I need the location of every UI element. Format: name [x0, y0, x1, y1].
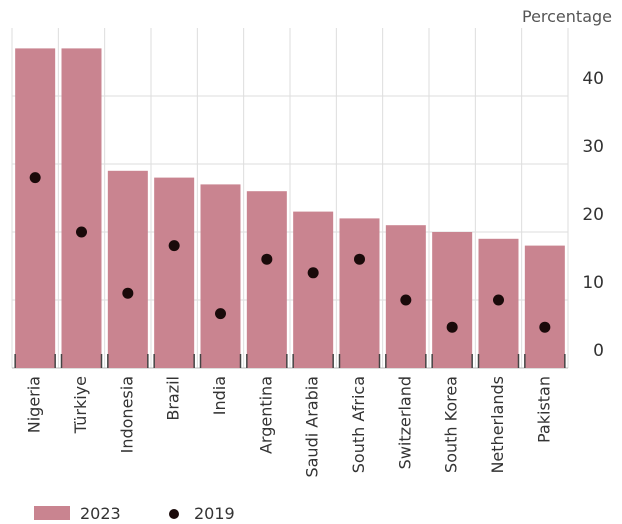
dot — [261, 253, 273, 265]
dot — [446, 321, 458, 333]
legend-label: 2019 — [194, 504, 235, 523]
legend-dot — [169, 509, 179, 519]
y-tick-label: 10 — [582, 273, 604, 293]
bar — [432, 232, 473, 368]
bar — [154, 177, 195, 368]
y-tick-label: 30 — [582, 137, 604, 157]
x-tick-label: Pakistan — [534, 376, 553, 443]
dot — [215, 308, 226, 320]
x-tick-label: Türkiye — [71, 376, 90, 434]
x-tick-label: Nigeria — [25, 376, 44, 433]
bar — [339, 218, 380, 368]
y-tick-label: 20 — [582, 205, 604, 225]
dot — [29, 172, 41, 184]
bar — [107, 170, 148, 368]
dot — [168, 240, 180, 252]
x-tick-label: Switzerland — [395, 376, 414, 469]
x-tick-label: South Africa — [349, 376, 368, 473]
y-tick-label: 0 — [593, 341, 604, 361]
y-tick-label: 40 — [582, 69, 604, 89]
dot — [539, 321, 551, 333]
x-tick-label: South Korea — [442, 376, 461, 473]
x-tick-label: Argentina — [256, 376, 275, 454]
bar — [200, 184, 241, 368]
x-tick-label: India — [210, 376, 229, 415]
x-tick-label: Indonesia — [117, 376, 136, 453]
x-tick-label: Saudi Arabia — [303, 376, 322, 478]
bar — [524, 245, 565, 368]
dot — [122, 287, 134, 299]
bar — [246, 191, 287, 368]
dot — [354, 253, 365, 265]
legend-label: 2023 — [80, 504, 121, 523]
dot — [493, 294, 504, 306]
x-tick-label: Brazil — [164, 376, 183, 421]
bar — [15, 48, 56, 369]
bar — [293, 211, 334, 368]
dot — [400, 294, 412, 306]
bar — [61, 48, 102, 369]
dot — [76, 226, 87, 238]
x-tick-label: Netherlands — [488, 376, 507, 474]
dot — [307, 267, 319, 279]
y-axis-label: Percentage — [522, 7, 612, 26]
legend-swatch — [34, 506, 70, 520]
